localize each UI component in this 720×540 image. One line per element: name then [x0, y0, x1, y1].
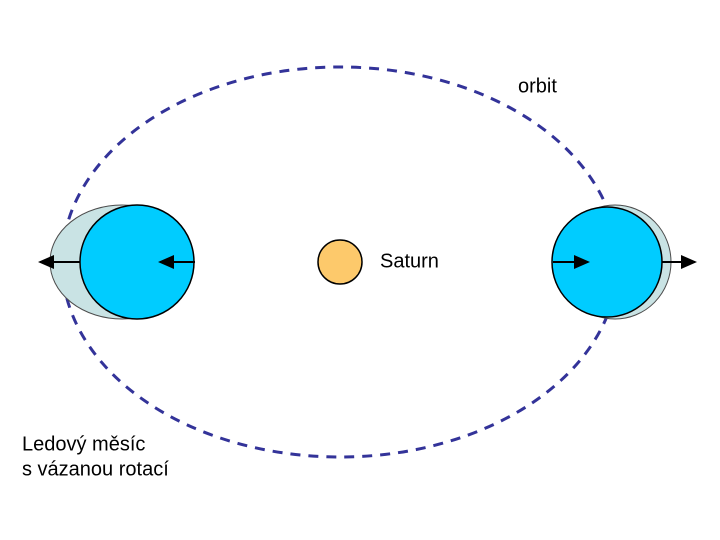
moon-left [40, 205, 195, 319]
caption-line-2: s vázanou rotací [22, 458, 169, 480]
saturn-body [318, 240, 362, 284]
orbit-label: orbit [518, 75, 557, 97]
moon-right [552, 205, 695, 319]
caption-line-1: Ledový měsíc [22, 433, 145, 455]
saturn-label: Saturn [380, 250, 439, 272]
diagram-canvas: Saturn orbit Ledový měsíc s vázanou rota… [0, 0, 720, 540]
